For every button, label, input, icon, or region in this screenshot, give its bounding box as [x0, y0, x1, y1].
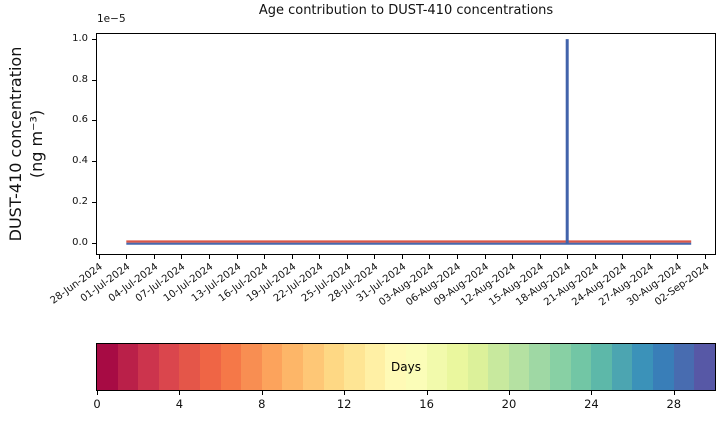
x-tick-mark	[291, 255, 293, 259]
colorbar-tick-label: 4	[175, 397, 184, 411]
y-axis-label-line1: DUST-410 concentration	[6, 46, 25, 242]
x-tick-mark	[208, 255, 210, 259]
colorbar-segment	[199, 344, 221, 390]
colorbar-tick-label: 20	[501, 397, 517, 411]
colorbar-tick-mark	[344, 391, 346, 395]
colorbar-tick-mark	[426, 391, 428, 395]
y-tick-mark	[92, 242, 96, 244]
y-tick-label: 0.8	[72, 73, 88, 85]
colorbar-segment	[220, 344, 242, 390]
colorbar-segment	[653, 344, 674, 390]
x-tick-mark	[153, 255, 155, 259]
colorbar-tick-label: 0	[93, 397, 101, 411]
x-tick-mark	[236, 255, 238, 259]
colorbar-segment	[261, 344, 283, 390]
colorbar-segment	[611, 344, 633, 390]
x-tick-mark	[374, 255, 376, 259]
x-tick-mark	[622, 255, 624, 259]
x-tick-mark	[704, 255, 706, 259]
x-tick-mark	[319, 255, 321, 259]
colorbar-segment	[158, 344, 180, 390]
colorbar-tick-mark	[261, 391, 263, 395]
colorbar-segment	[344, 344, 365, 390]
colorbar-segment	[508, 344, 530, 390]
x-tick-mark	[484, 255, 486, 259]
colorbar-segment	[673, 344, 695, 390]
colorbar-segment	[138, 344, 159, 390]
y-tick-mark	[92, 39, 96, 41]
colorbar-segment	[426, 344, 448, 390]
colorbar-segment	[570, 344, 592, 390]
y-tick-label: 0.6	[72, 114, 88, 126]
colorbar-segment	[323, 344, 345, 390]
y-tick-mark	[92, 120, 96, 122]
x-tick-mark	[539, 255, 541, 259]
colorbar-segment	[282, 344, 303, 390]
x-tick-mark	[181, 255, 183, 259]
y-tick-mark	[92, 201, 96, 203]
x-tick-mark	[594, 255, 596, 259]
colorbar-tick-mark	[673, 391, 675, 395]
colorbar-tick-mark	[591, 391, 593, 395]
colorbar-segment	[488, 344, 509, 390]
y-axis-offset-label: 1e−5	[97, 13, 126, 25]
colorbar-segment	[447, 344, 468, 390]
colorbar-segment	[467, 344, 489, 390]
colorbar-tick-mark	[97, 391, 98, 395]
colorbar-segment	[550, 344, 571, 390]
colorbar-segment	[529, 344, 551, 390]
y-tick-label: 1.0	[72, 33, 88, 45]
colorbar-segment	[117, 344, 139, 390]
x-tick-mark	[401, 255, 403, 259]
y-tick-label: 0.4	[72, 155, 88, 167]
colorbar-segment	[241, 344, 262, 390]
colorbar-tick-mark	[179, 391, 181, 395]
y-tick-mark	[92, 161, 96, 163]
colorbar-segment	[179, 344, 200, 390]
chart-title: Age contribution to DUST-410 concentrati…	[258, 3, 554, 18]
colorbar-segment	[632, 344, 654, 390]
colorbar-tick-label: 8	[258, 397, 266, 411]
line-series-layer	[126, 39, 692, 245]
x-tick-mark	[512, 255, 514, 259]
colorbar-segment	[591, 344, 612, 390]
x-tick-mark	[264, 255, 266, 259]
x-tick-mark	[98, 255, 100, 259]
y-tick-label: 0.2	[72, 195, 88, 207]
y-tick-mark	[92, 79, 96, 81]
x-tick-mark	[429, 255, 431, 259]
colorbar-segment	[97, 344, 118, 390]
colorbar-segment	[694, 344, 715, 390]
colorbar-segment	[302, 344, 324, 390]
x-tick-mark	[346, 255, 348, 259]
colorbar-segment	[405, 344, 427, 390]
colorbar-segment	[364, 344, 386, 390]
x-tick-mark	[126, 255, 128, 259]
x-tick-mark	[456, 255, 458, 259]
colorbar-tick-label: 28	[666, 397, 682, 411]
plot-area	[96, 33, 716, 255]
x-tick-mark	[677, 255, 679, 259]
y-tick-label: 0.0	[72, 236, 88, 248]
colorbar-tick-label: 16	[419, 397, 434, 411]
x-tick-mark	[649, 255, 651, 259]
colorbar-tick-label: 12	[336, 397, 352, 411]
colorbar-tick-mark	[509, 391, 510, 395]
colorbar-tick-label: 24	[584, 397, 599, 411]
colorbar-label: Days	[391, 360, 421, 374]
x-tick-mark	[567, 255, 569, 259]
colorbar: Days	[96, 343, 716, 391]
colorbar-segment	[385, 344, 406, 390]
